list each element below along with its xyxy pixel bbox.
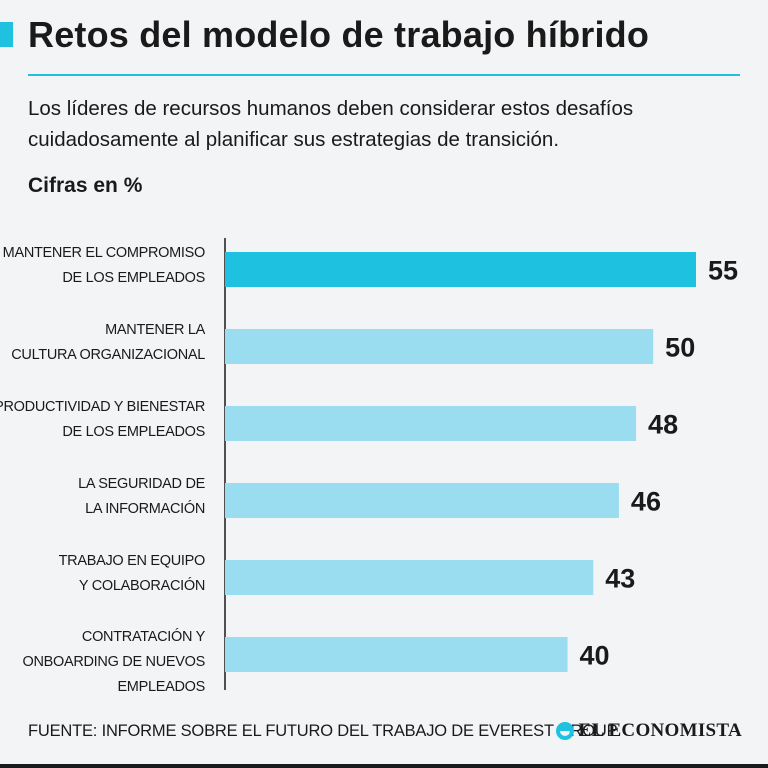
category-label-4-line-1: Y COLABORACIÓN [79,577,205,594]
value-label-5: 40 [580,641,610,671]
category-label-1-line-1: CULTURA ORGANIZACIONAL [11,347,205,363]
value-label-2: 48 [648,410,678,440]
value-label-4: 43 [605,564,635,594]
bar-4 [225,560,594,595]
bar-2 [225,406,637,441]
bar-0 [225,252,696,287]
category-label-2-line-1: DE LOS EMPLEADOS [62,424,205,440]
category-label-0-line-1: DE LOS EMPLEADOS [62,270,205,286]
value-label-1: 50 [665,333,695,363]
category-label-2-line-0: PRODUCTIVIDAD Y BIENESTAR [0,399,205,415]
publisher-logo: EL ECONOMISTA [555,720,743,742]
bar-3 [225,483,619,518]
category-label-3-line-0: LA SEGURIDAD DE [78,476,205,492]
category-label-5-line-0: CONTRATACIÓN Y [82,628,206,645]
category-label-1-line-0: MANTENER LA [105,322,205,338]
logo-text: EL ECONOMISTA [578,720,742,741]
value-label-0: 55 [708,256,738,286]
bar-1 [225,329,654,364]
chart-title: Retos del modelo de trabajo híbrido [28,14,650,55]
category-label-4-line-0: TRABAJO EN EQUIPO [59,553,205,569]
category-label-5-line-1: ONBOARDING DE NUEVOS [22,654,205,670]
title-divider [28,74,740,76]
logo-mark-icon [555,722,574,740]
value-label-3: 46 [631,487,661,517]
chart-subtitle: Los líderes de recursos humanos deben co… [28,97,634,151]
category-label-5-line-2: EMPLEADOS [117,679,205,695]
bar-5 [225,637,568,672]
category-label-3-line-1: LA INFORMACIÓN [85,500,205,517]
category-label-0-line-0: MANTENER EL COMPROMISO [3,245,205,261]
bottom-bar [0,764,768,768]
units-label: Cifras en % [28,174,143,197]
title-accent-block [0,22,13,47]
bar-chart: 55 MANTENER EL COMPROMISO DE LOS EMPLEADOS… [0,238,738,695]
source-note: FUENTE: INFORME SOBRE EL FUTURO DEL TRAB… [28,722,618,740]
